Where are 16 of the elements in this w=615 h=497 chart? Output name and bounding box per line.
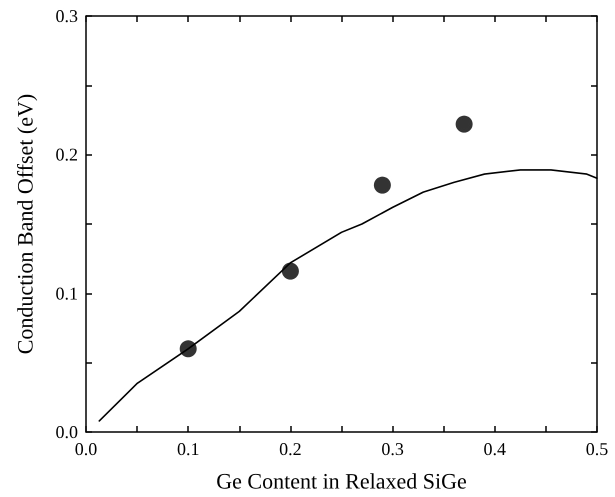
x-axis-title: Ge Content in Relaxed SiGe	[216, 468, 467, 494]
point	[282, 262, 299, 280]
x-tick-label: 0.0	[74, 439, 98, 459]
x-tick-label: 0.2	[279, 439, 302, 459]
y-tick-label: 0.0	[56, 422, 78, 442]
point	[456, 116, 473, 133]
y-tick-label: 0.3	[56, 6, 78, 26]
y-tick-label: 0.2	[56, 144, 78, 165]
x-tick-label: 0.5	[586, 439, 608, 459]
x-tick-label: 0.1	[176, 439, 200, 459]
y-axis-title: Conduction Band Offset (eV)	[12, 94, 38, 354]
x-tick-label: 0.3	[381, 439, 404, 459]
y-tick-label: 0.1	[56, 283, 78, 304]
point	[374, 176, 391, 194]
x-tick-label: 0.4	[484, 439, 506, 459]
point	[180, 340, 197, 358]
